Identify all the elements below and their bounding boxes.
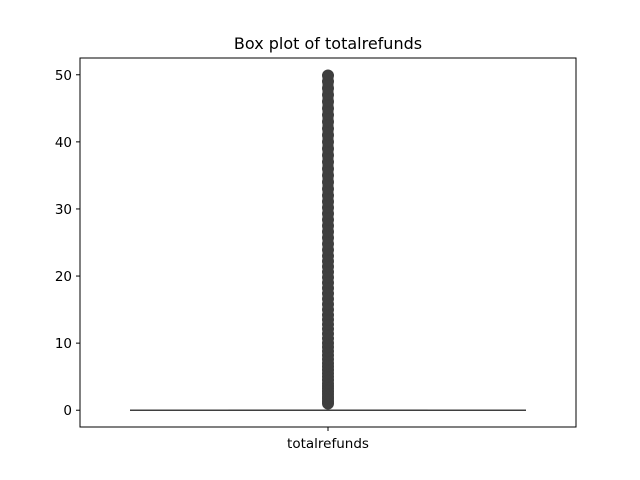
y-tick-label: 50 xyxy=(55,68,72,84)
y-tick-label: 0 xyxy=(63,403,72,419)
y-tick-label: 10 xyxy=(55,336,72,352)
outlier-point xyxy=(322,69,334,82)
y-tick-label: 40 xyxy=(55,135,72,151)
chart-title: Box plot of totalrefunds xyxy=(234,34,422,53)
y-tick-label: 30 xyxy=(55,202,72,218)
x-tick-label: totalrefunds xyxy=(287,436,369,452)
axes: 0 10 20 30 40 50 totalrefunds xyxy=(55,68,369,452)
y-tick-label: 20 xyxy=(55,269,72,285)
plot-area xyxy=(130,69,526,411)
